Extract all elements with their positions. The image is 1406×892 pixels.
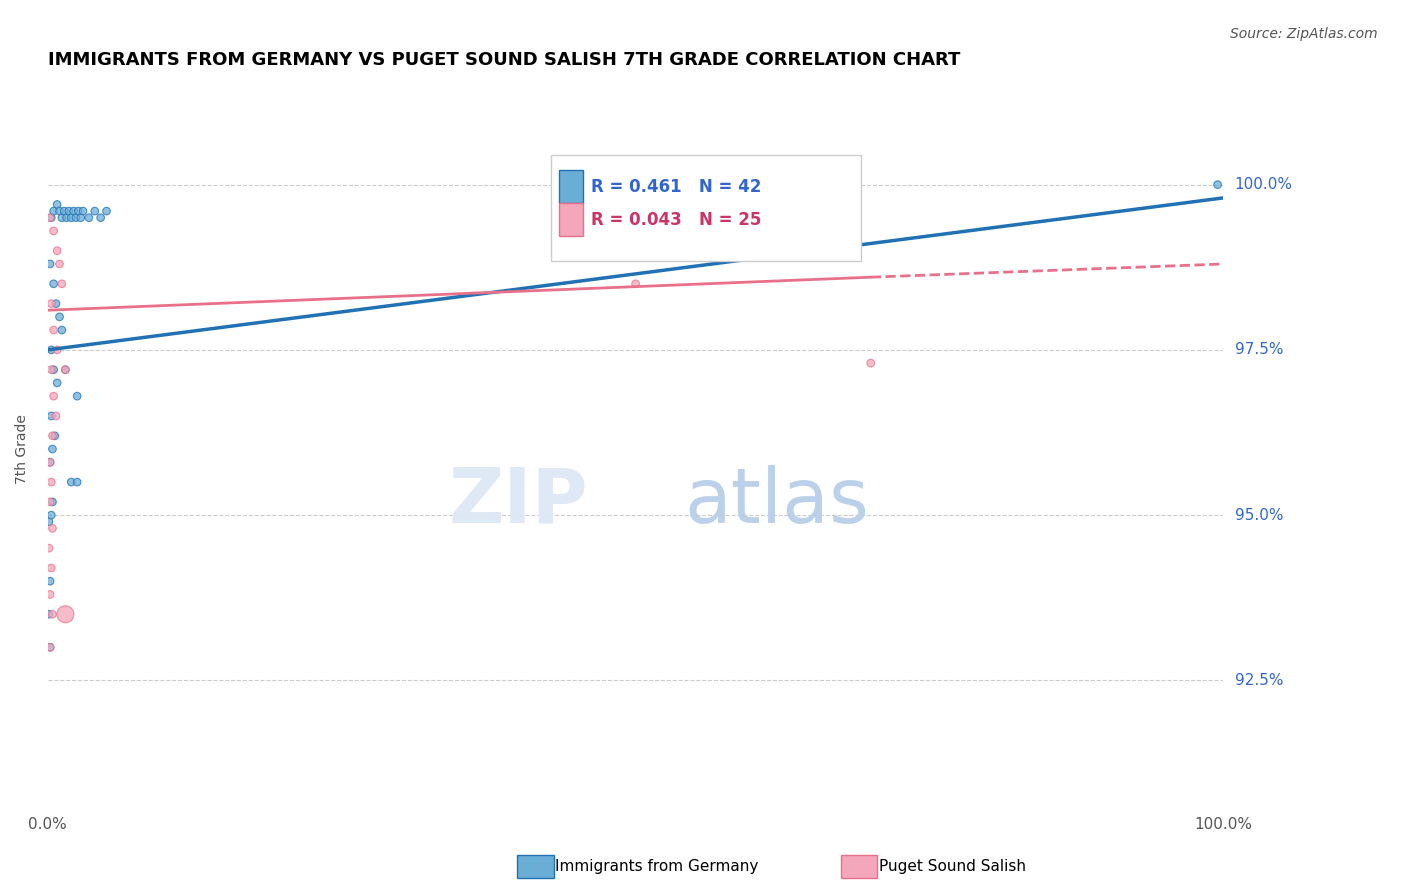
- Point: [55, 362, 77, 376]
- Point: [39, 475, 62, 489]
- Point: [41, 521, 63, 535]
- Point: [41, 495, 63, 509]
- Point: [39, 211, 62, 225]
- Point: [60, 211, 83, 225]
- Point: [39, 362, 62, 376]
- Point: [624, 277, 647, 291]
- Point: [55, 211, 77, 225]
- Text: ZIP: ZIP: [449, 465, 588, 539]
- Point: [60, 475, 83, 489]
- Text: atlas: atlas: [685, 465, 869, 539]
- Point: [90, 211, 112, 225]
- Point: [38, 541, 60, 556]
- Point: [41, 429, 63, 443]
- Point: [58, 204, 80, 219]
- Y-axis label: 7th Grade: 7th Grade: [15, 414, 30, 484]
- Point: [1206, 178, 1229, 192]
- Point: [62, 204, 84, 219]
- Point: [65, 211, 87, 225]
- Point: [48, 257, 70, 271]
- Point: [46, 244, 69, 258]
- Point: [39, 409, 62, 423]
- Point: [39, 455, 62, 469]
- Point: [55, 607, 77, 622]
- Text: 92.5%: 92.5%: [1234, 673, 1284, 688]
- Point: [96, 204, 118, 219]
- Text: Source: ZipAtlas.com: Source: ZipAtlas.com: [1230, 27, 1378, 41]
- Point: [48, 204, 70, 219]
- Point: [38, 515, 60, 529]
- Point: [42, 323, 65, 337]
- FancyBboxPatch shape: [558, 170, 583, 203]
- Point: [42, 389, 65, 403]
- Text: R = 0.043   N = 25: R = 0.043 N = 25: [591, 211, 761, 228]
- Text: 97.5%: 97.5%: [1234, 343, 1284, 358]
- Point: [41, 607, 63, 622]
- Point: [42, 362, 65, 376]
- Text: 100.0%: 100.0%: [1234, 178, 1292, 192]
- Point: [51, 211, 73, 225]
- Point: [69, 211, 91, 225]
- Point: [39, 587, 62, 601]
- Point: [46, 343, 69, 357]
- Point: [45, 409, 67, 423]
- Point: [66, 389, 89, 403]
- Point: [66, 475, 89, 489]
- Point: [39, 296, 62, 310]
- Point: [55, 362, 77, 376]
- Point: [41, 442, 63, 456]
- Point: [39, 257, 62, 271]
- Point: [45, 296, 67, 310]
- Point: [53, 204, 76, 219]
- Point: [72, 204, 94, 219]
- Point: [39, 455, 62, 469]
- Point: [39, 343, 62, 357]
- Text: Immigrants from Germany: Immigrants from Germany: [555, 859, 759, 873]
- Point: [624, 211, 647, 225]
- Point: [42, 224, 65, 238]
- Point: [83, 204, 105, 219]
- Point: [39, 211, 62, 225]
- Point: [38, 607, 60, 622]
- Text: IMMIGRANTS FROM GERMANY VS PUGET SOUND SALISH 7TH GRADE CORRELATION CHART: IMMIGRANTS FROM GERMANY VS PUGET SOUND S…: [48, 51, 960, 69]
- Point: [859, 356, 882, 370]
- Point: [46, 376, 69, 390]
- Point: [67, 204, 90, 219]
- Point: [39, 640, 62, 655]
- Point: [42, 204, 65, 219]
- Point: [39, 508, 62, 522]
- Point: [48, 310, 70, 324]
- Text: Puget Sound Salish: Puget Sound Salish: [879, 859, 1026, 873]
- Point: [42, 277, 65, 291]
- FancyBboxPatch shape: [551, 155, 862, 260]
- Point: [77, 211, 100, 225]
- Point: [51, 323, 73, 337]
- Point: [51, 277, 73, 291]
- FancyBboxPatch shape: [558, 203, 583, 236]
- Text: R = 0.461   N = 42: R = 0.461 N = 42: [591, 178, 761, 195]
- Point: [46, 197, 69, 211]
- Point: [39, 561, 62, 575]
- Point: [39, 640, 62, 655]
- Point: [39, 574, 62, 589]
- Point: [39, 495, 62, 509]
- Point: [44, 429, 66, 443]
- Text: 95.0%: 95.0%: [1234, 508, 1284, 523]
